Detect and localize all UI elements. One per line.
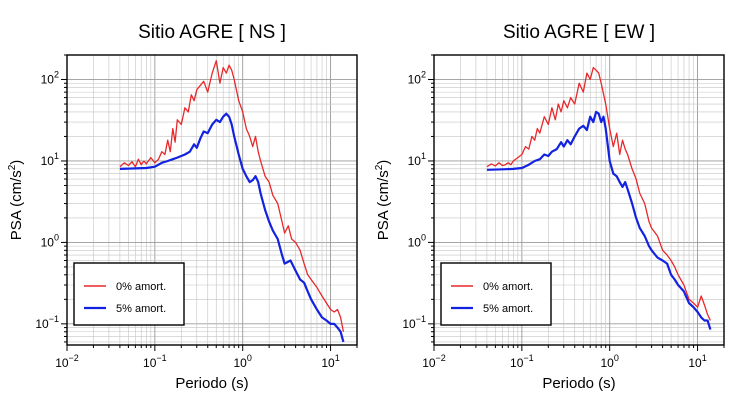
x-tick-exponent: 0	[614, 353, 619, 363]
plot-frame	[433, 54, 725, 346]
chart-panel-ew: Sitio AGRE [ EW ]10−2 10−1 100 10110−110010…	[374, 22, 725, 392]
y-tick-exponent: 0	[54, 232, 59, 242]
legend-box	[73, 262, 185, 326]
y-tick-base: 10	[408, 154, 422, 168]
x-tick-base: 10	[234, 356, 248, 370]
x-tick-base: 10	[55, 356, 69, 370]
y-axis-label-text: PSA (cm/s	[8, 170, 25, 240]
x-tick-base: 10	[510, 356, 524, 370]
x-tick-exponent: 0	[247, 353, 252, 363]
x-tick-label: 10−1	[143, 353, 167, 370]
chart-panel-ns: Sitio AGRE [ NS ]10−2 10−1 100 10110−110010…	[7, 22, 358, 392]
y-tick-label: 10−1	[402, 314, 426, 331]
x-tick-exponent: −1	[523, 353, 533, 363]
legend-label-damped: 5% amort.	[483, 303, 533, 315]
y-tick-label: 101	[41, 151, 59, 168]
legend: 0% amort. 5% amort.	[440, 262, 552, 326]
x-tick-base: 10	[143, 356, 157, 370]
series-line-undamped	[486, 66, 711, 321]
y-tick-exponent: 1	[421, 151, 426, 161]
x-tick-exponent: 1	[335, 353, 340, 363]
x-tick-label: 10−1	[510, 353, 534, 370]
plot-frame	[66, 54, 358, 346]
x-tick-label: 10−2	[422, 353, 446, 370]
legend-label-damped: 5% amort.	[116, 303, 166, 315]
y-tick-base: 10	[408, 73, 422, 87]
y-tick-label: 100	[41, 232, 59, 249]
y-tick-base: 10	[402, 317, 416, 331]
x-tick-base: 10	[422, 356, 436, 370]
y-tick-label: 10−1	[35, 314, 59, 331]
x-tick-label: 100	[234, 353, 252, 370]
x-tick-label: 101	[321, 353, 339, 370]
y-tick-exponent: −1	[49, 314, 59, 324]
series-group	[486, 66, 712, 330]
x-tick-base: 10	[688, 356, 702, 370]
series-line-damped	[486, 110, 712, 330]
x-tick-exponent: −2	[69, 353, 79, 363]
y-tick-label: 102	[41, 70, 59, 87]
y-tick-exponent: −1	[416, 314, 426, 324]
x-tick-label: 101	[688, 353, 706, 370]
x-axis-label: Periodo (s)	[542, 375, 615, 392]
x-tick-label: 100	[601, 353, 619, 370]
y-axis-label: PSA (cm/s2)	[7, 160, 25, 241]
x-tick-exponent: 1	[702, 353, 707, 363]
y-tick-exponent: 2	[54, 70, 59, 80]
y-tick-exponent: 0	[421, 232, 426, 242]
y-tick-base: 10	[35, 317, 49, 331]
series-line-damped	[119, 112, 345, 343]
y-axis-label: PSA (cm/s2)	[374, 160, 392, 241]
y-tick-base: 10	[408, 235, 422, 249]
y-tick-base: 10	[41, 154, 55, 168]
y-tick-label: 101	[408, 151, 426, 168]
x-tick-exponent: −1	[156, 353, 166, 363]
y-axis-label-close: )	[375, 160, 392, 165]
y-axis-label-superscript: 2	[7, 164, 18, 170]
y-tick-exponent: 2	[421, 70, 426, 80]
legend-box	[440, 262, 552, 326]
x-tick-label: 10−2	[55, 353, 79, 370]
legend-label-undamped: 0% amort.	[483, 281, 533, 293]
legend: 0% amort. 5% amort.	[73, 262, 185, 326]
y-tick-label: 102	[408, 70, 426, 87]
series-line-undamped	[119, 60, 345, 332]
x-tick-base: 10	[601, 356, 615, 370]
chart-title: Sitio AGRE [ EW ]	[503, 22, 655, 43]
y-tick-label: 100	[408, 232, 426, 249]
y-axis-label-text: PSA (cm/s	[375, 170, 392, 240]
y-tick-base: 10	[41, 235, 55, 249]
y-axis-label-superscript: 2	[374, 164, 385, 170]
y-tick-base: 10	[41, 73, 55, 87]
legend-label-undamped: 0% amort.	[116, 281, 166, 293]
chart-title: Sitio AGRE [ NS ]	[138, 22, 286, 43]
series-group	[119, 60, 345, 343]
x-axis-label: Periodo (s)	[175, 375, 248, 392]
y-axis-label-close: )	[8, 160, 25, 165]
x-tick-base: 10	[321, 356, 335, 370]
y-tick-exponent: 1	[54, 151, 59, 161]
x-tick-exponent: −2	[436, 353, 446, 363]
